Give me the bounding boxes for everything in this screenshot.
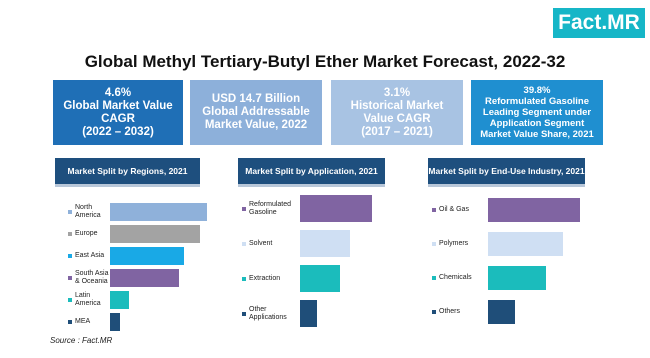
category-label: North America bbox=[75, 204, 101, 219]
chart-title: Market Split by Application, 2021 bbox=[238, 158, 385, 184]
bar bbox=[110, 225, 200, 243]
source: Source : Fact.MR bbox=[50, 336, 113, 345]
legend-marker bbox=[432, 310, 436, 314]
bar bbox=[110, 291, 129, 309]
bar bbox=[488, 300, 515, 324]
stat-line: Global Addressable bbox=[202, 106, 310, 118]
bar bbox=[488, 232, 563, 256]
category-label: Latin America bbox=[75, 292, 101, 307]
stat-line: 39.8% bbox=[523, 85, 551, 96]
category-label: South Asia & Oceania bbox=[75, 270, 109, 285]
stat-line: Historical Market bbox=[350, 99, 444, 112]
category-label: Polymers bbox=[439, 240, 469, 247]
stat-line: (2017 – 2021) bbox=[361, 125, 433, 138]
legend-marker bbox=[242, 206, 246, 211]
stat-line: Global Market Value bbox=[63, 99, 173, 112]
stat-line: USD 14.7 Billion bbox=[211, 93, 301, 105]
bar bbox=[488, 198, 580, 222]
stat-line: Leading Segment under bbox=[482, 107, 592, 118]
legend-marker bbox=[432, 276, 436, 280]
category-label: Chemicals bbox=[439, 274, 472, 281]
category-label: East Asia bbox=[75, 252, 105, 259]
category-label: Others bbox=[439, 308, 461, 315]
legend-marker bbox=[242, 311, 246, 316]
bar bbox=[300, 265, 340, 292]
bar bbox=[300, 195, 372, 222]
category-label: Extraction bbox=[249, 274, 281, 282]
logo: Fact.MR bbox=[553, 8, 645, 38]
category-label: Oil & Gas bbox=[439, 206, 469, 213]
bar bbox=[110, 247, 184, 265]
bar bbox=[110, 203, 207, 221]
stat-line: 4.6% bbox=[104, 86, 132, 99]
stat-box: 3.1% Historical Market Value CAGR (2017 – 2… bbox=[331, 80, 463, 145]
legend-marker bbox=[432, 208, 436, 212]
chart-title: Market Split by End-Use Industry, 2021 bbox=[428, 158, 585, 184]
category-label: Europe bbox=[75, 230, 98, 237]
category-label: MEA bbox=[75, 318, 91, 325]
stat-line: 3.1% bbox=[383, 86, 411, 99]
legend-marker bbox=[68, 276, 72, 280]
category-label: Reformulated Gasoline bbox=[249, 200, 292, 216]
bar bbox=[488, 266, 546, 290]
legend-marker bbox=[432, 242, 436, 246]
legend-marker bbox=[68, 320, 72, 324]
legend-marker bbox=[68, 232, 72, 236]
stat-line: Value CAGR bbox=[363, 112, 431, 125]
chart-title: Market Split by Regions, 2021 bbox=[55, 158, 200, 184]
stat-line: Reformulated Gasoline bbox=[485, 96, 589, 107]
stat-line: CAGR bbox=[101, 112, 135, 125]
bar bbox=[110, 313, 120, 331]
bar bbox=[300, 300, 317, 327]
legend-marker bbox=[68, 210, 72, 214]
legend-marker bbox=[68, 254, 72, 258]
bar bbox=[110, 269, 179, 287]
legend-marker bbox=[242, 241, 246, 246]
title: Global Methyl Tertiary-Butyl Ether Marke… bbox=[84, 52, 566, 71]
legend-marker bbox=[242, 276, 246, 281]
category-label: Solvent bbox=[249, 239, 273, 247]
stat-line: (2022 – 2032) bbox=[82, 125, 154, 138]
stat-line: Application Segment bbox=[489, 118, 585, 129]
bar bbox=[300, 230, 350, 257]
category-label: Other Applications bbox=[249, 305, 287, 321]
stat-line: Market Value, 2022 bbox=[204, 119, 308, 131]
legend-marker bbox=[68, 298, 72, 302]
stat-box: 39.8% Reformulated Gasoline Leading Segmen… bbox=[471, 80, 603, 145]
stat-box: 4.6% Global Market Value CAGR (2022 – 2032) bbox=[53, 80, 183, 145]
stat-line: Market Value Share, 2021 bbox=[480, 129, 594, 140]
stat-box: USD 14.7 Billion Global Addressable Market… bbox=[190, 80, 322, 145]
